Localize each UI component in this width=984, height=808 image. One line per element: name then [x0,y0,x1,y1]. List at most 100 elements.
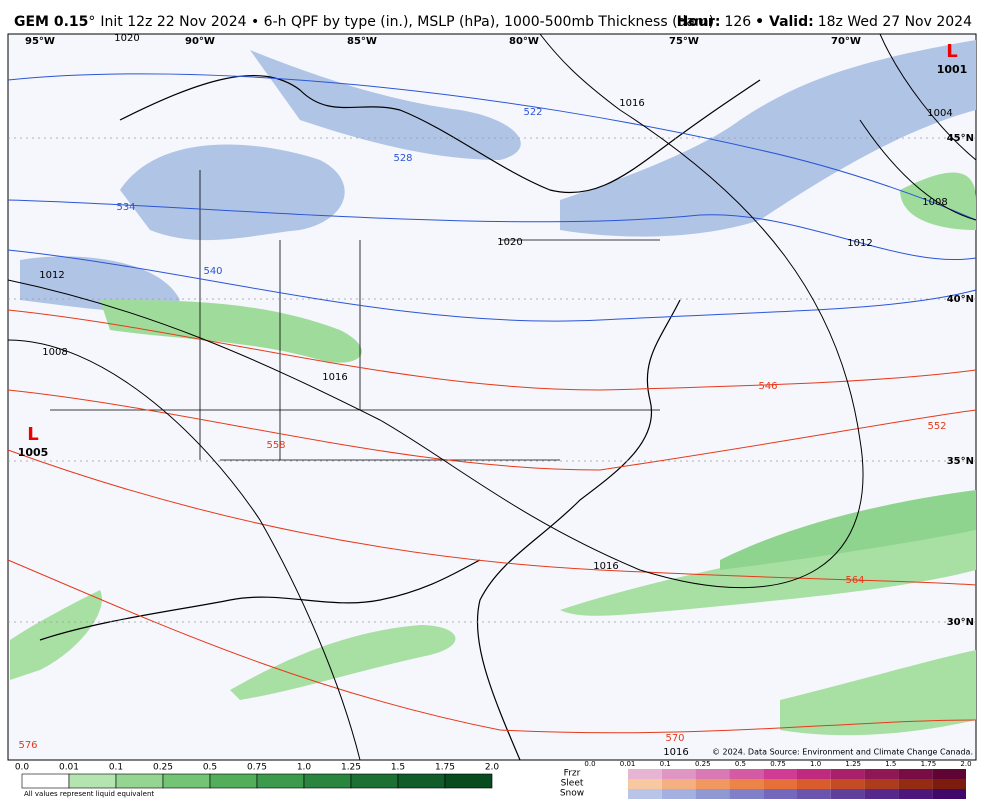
type-swatch [898,779,933,789]
rain-swatch [68,773,117,789]
thickness-label: 546 [758,381,777,392]
isobar-label: 1008 [922,197,947,208]
thickness-line [7,559,977,734]
type-swatch [763,769,797,779]
rain-area [230,625,456,700]
type-tick-label: 1.5 [885,760,896,768]
type-swatch [729,769,764,779]
type-swatch [797,779,831,789]
thickness-line [7,309,977,391]
rain-tick-label: 1.25 [341,763,361,773]
rain-swatch [115,773,164,789]
rain-swatch [209,773,258,789]
rain-swatch [21,773,70,789]
rain-tick-label: 2.0 [485,763,500,773]
rain-area [720,490,976,570]
isobar [859,33,977,221]
coastline [476,299,681,761]
isobar-label: 1016 [322,372,347,383]
rain-tick-label: 1.75 [435,763,455,773]
model-name: GEM 0.15 [14,14,88,30]
labels: GEM 0.15° Init 12z 22 Nov 2024 • 6-h QPF … [14,14,974,799]
isobar-label: 1016 [663,747,688,758]
rain-swatch [397,773,446,789]
snow-area [560,40,976,237]
type-swatch [932,769,966,779]
type-swatch [628,789,662,799]
thickness-label: 552 [927,421,946,432]
type-label: Frzr [564,769,581,779]
rain-area [100,300,362,363]
type-swatch [830,769,865,779]
type-tick-label: 0.75 [770,760,786,768]
thickness-label: 528 [393,153,412,164]
thickness-label: 558 [266,440,285,451]
valid-value: 18z Wed 27 Nov 2024 [818,14,972,30]
thickness-label: 534 [116,202,135,213]
type-tick-label: 2.0 [960,760,971,768]
type-swatch [898,789,933,799]
thickness-line [7,389,977,471]
latitude-label: 35°N [947,456,974,467]
type-swatch [864,779,899,789]
copyright: © 2024. Data Source: Environment and Cli… [712,748,973,757]
type-swatch [932,779,966,789]
thickness-line [7,199,977,261]
header-right: Hour: 126 • Valid: 18z Wed 27 Nov 2024 [677,14,972,30]
low-symbol: L [27,424,38,445]
rain-tick-label: 1.5 [391,763,405,773]
hour-label: Hour: [677,14,721,30]
state-lines [50,170,660,461]
type-swatch [695,769,730,779]
rain-tick-label: 0.1 [109,763,123,773]
snow-area [20,256,180,312]
hour-value: 126 [724,14,751,30]
type-swatch [661,779,696,789]
boundaries [39,74,761,761]
rain-swatch [303,773,352,789]
type-tick-label: 0.01 [620,760,636,768]
isobar-label: 1020 [114,33,139,44]
rain-swatch [162,773,211,789]
type-swatch [628,779,662,789]
type-swatch [830,789,865,799]
longitude-label: 75°W [669,36,699,47]
rain-tick-label: 0.5 [203,763,217,773]
rain-swatch [256,773,305,789]
thickness-label: 564 [845,575,864,586]
coastline [39,559,481,641]
longitude-label: 90°W [185,36,215,47]
type-tick-label: 0.0 [584,760,595,768]
rain-tick-label: 1.0 [297,763,312,773]
type-swatch [830,779,865,789]
rain-swatch [444,773,493,789]
latitude-label: 30°N [947,617,974,628]
rain-area [780,650,976,736]
type-swatch [932,789,966,799]
isobar-label: 1012 [847,238,872,249]
rain-tick-label: 0.0 [15,763,30,773]
isobar-label: 1012 [39,270,64,281]
type-swatch [797,789,831,799]
type-tick-label: 0.25 [695,760,711,768]
low-pressure: 1001 [937,63,968,76]
thickness-label: 540 [203,266,222,277]
isobar-label: 1020 [497,237,522,248]
longitude-label: 80°W [509,36,539,47]
description: Init 12z 22 Nov 2024 • 6-h QPF by type (… [100,14,714,30]
thickness-line [7,449,977,586]
type-swatch [729,789,764,799]
contours [7,33,977,761]
type-swatch [661,789,696,799]
type-tick-label: 0.1 [660,760,671,768]
type-tick-label: 1.0 [810,760,821,768]
type-swatch [628,769,662,779]
precip-areas [10,40,976,736]
longitude-label: 95°W [25,36,55,47]
type-swatch [695,789,730,799]
legend-note: All values represent liquid equivalent [24,790,154,798]
isobar-label: 1004 [927,108,952,119]
valid-label: • Valid: [755,14,814,30]
type-tick-label: 1.25 [845,760,861,768]
